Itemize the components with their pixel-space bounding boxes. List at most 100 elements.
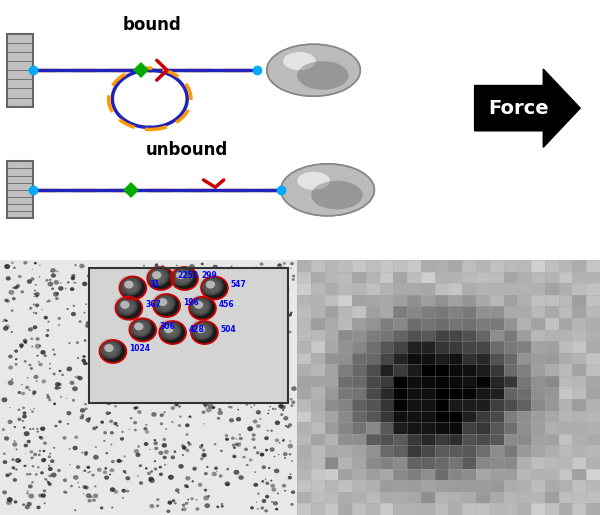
Circle shape — [274, 372, 275, 374]
Circle shape — [259, 418, 261, 420]
Circle shape — [92, 499, 96, 502]
Circle shape — [121, 315, 124, 317]
Circle shape — [130, 296, 133, 298]
Circle shape — [239, 437, 243, 440]
Circle shape — [136, 271, 137, 272]
Circle shape — [154, 441, 158, 445]
Circle shape — [18, 275, 22, 278]
Circle shape — [113, 324, 116, 327]
Circle shape — [85, 363, 88, 365]
Circle shape — [82, 282, 88, 286]
Circle shape — [134, 429, 137, 431]
Circle shape — [312, 70, 315, 71]
Circle shape — [278, 275, 281, 278]
Circle shape — [33, 312, 35, 314]
Circle shape — [293, 59, 334, 81]
Circle shape — [190, 313, 192, 314]
Circle shape — [150, 356, 155, 360]
Circle shape — [44, 478, 47, 480]
Circle shape — [30, 367, 33, 370]
Circle shape — [233, 447, 236, 449]
Circle shape — [187, 295, 212, 316]
Circle shape — [163, 456, 167, 459]
Circle shape — [262, 364, 266, 368]
Circle shape — [154, 468, 157, 471]
Circle shape — [298, 62, 329, 79]
Circle shape — [137, 475, 139, 476]
Circle shape — [161, 294, 164, 297]
Circle shape — [98, 279, 100, 281]
Circle shape — [37, 506, 41, 509]
Circle shape — [95, 363, 100, 367]
Circle shape — [288, 313, 292, 317]
Circle shape — [289, 453, 291, 455]
Circle shape — [120, 301, 130, 309]
Circle shape — [262, 384, 268, 389]
Circle shape — [225, 434, 228, 437]
Circle shape — [80, 416, 84, 420]
Circle shape — [119, 289, 121, 291]
Circle shape — [139, 372, 143, 376]
Circle shape — [209, 284, 217, 290]
Circle shape — [283, 165, 373, 215]
Circle shape — [168, 370, 170, 372]
Circle shape — [146, 397, 152, 402]
Circle shape — [202, 277, 222, 295]
Circle shape — [278, 404, 284, 408]
Circle shape — [209, 294, 211, 296]
Circle shape — [43, 354, 47, 357]
Circle shape — [32, 465, 34, 468]
Circle shape — [217, 318, 223, 323]
Circle shape — [182, 504, 185, 507]
Circle shape — [103, 440, 106, 442]
Circle shape — [111, 460, 115, 463]
Circle shape — [136, 359, 139, 362]
Circle shape — [20, 290, 24, 294]
Circle shape — [11, 331, 13, 333]
Circle shape — [59, 387, 61, 389]
Circle shape — [182, 454, 184, 456]
Circle shape — [279, 305, 282, 307]
Circle shape — [36, 428, 38, 430]
Circle shape — [254, 350, 257, 353]
Circle shape — [306, 66, 322, 75]
Circle shape — [263, 360, 266, 362]
Circle shape — [275, 420, 280, 425]
Circle shape — [71, 312, 76, 316]
Circle shape — [116, 298, 136, 315]
Circle shape — [91, 474, 95, 476]
Circle shape — [6, 299, 10, 303]
Circle shape — [265, 495, 269, 499]
Circle shape — [95, 291, 99, 295]
Circle shape — [67, 367, 72, 371]
Circle shape — [236, 374, 240, 378]
Circle shape — [215, 329, 218, 332]
Circle shape — [16, 284, 20, 288]
Circle shape — [291, 460, 293, 462]
Circle shape — [65, 491, 68, 494]
Circle shape — [189, 264, 195, 269]
Circle shape — [280, 405, 286, 409]
Circle shape — [173, 346, 174, 347]
Circle shape — [126, 490, 130, 493]
Circle shape — [145, 359, 148, 361]
Circle shape — [157, 269, 161, 272]
Circle shape — [207, 338, 211, 342]
Circle shape — [130, 417, 132, 419]
Circle shape — [191, 284, 194, 287]
Circle shape — [192, 467, 197, 471]
Circle shape — [212, 323, 215, 326]
Circle shape — [71, 274, 76, 278]
Circle shape — [204, 489, 207, 491]
Circle shape — [38, 450, 41, 452]
Circle shape — [49, 368, 51, 369]
Circle shape — [206, 466, 209, 468]
Circle shape — [286, 55, 341, 86]
Circle shape — [196, 369, 202, 373]
Circle shape — [268, 314, 270, 316]
Circle shape — [173, 451, 176, 453]
Circle shape — [256, 502, 257, 503]
Circle shape — [196, 268, 199, 271]
Circle shape — [124, 319, 127, 321]
Circle shape — [83, 312, 86, 314]
